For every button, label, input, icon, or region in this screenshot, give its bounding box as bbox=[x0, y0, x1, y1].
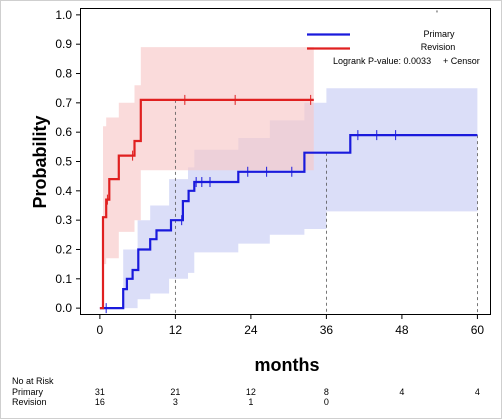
at-risk-value-revision-12: 3 bbox=[173, 397, 178, 407]
x-tick-label-0: 0 bbox=[97, 323, 104, 337]
x-tick-label-12: 12 bbox=[169, 323, 183, 337]
at-risk-value-primary-48: 4 bbox=[399, 387, 404, 397]
at-risk-value-primary-12: 21 bbox=[170, 387, 180, 397]
legend-censor-text: + Censor bbox=[443, 56, 480, 66]
y-tick-label-0-2: 0.2 bbox=[55, 242, 72, 256]
curve-primary bbox=[99, 134, 478, 310]
y-tick-label-0-6: 0.6 bbox=[55, 125, 72, 139]
y-tick-label-0-0: 0.0 bbox=[55, 301, 72, 315]
y-tick-label-0-1: 0.1 bbox=[55, 272, 72, 286]
legend-censor-mark: ' bbox=[436, 9, 438, 19]
reference-lines bbox=[174, 99, 478, 314]
x-tick-label-60: 60 bbox=[471, 323, 485, 337]
at-risk-label-primary: Primary bbox=[12, 387, 43, 397]
x-axis-title: months bbox=[255, 355, 320, 375]
legend-logrank-text: Logrank P-value: 0.0033 bbox=[333, 56, 431, 66]
x-tick-label-36: 36 bbox=[320, 323, 334, 337]
y-tick-label-0-3: 0.3 bbox=[55, 213, 72, 227]
x-tick-label-48: 48 bbox=[395, 323, 409, 337]
y-axis: 0.0 0.1 0.2 0.3 0.4 0.5 0.6 0.7 0.8 0.9 1.0 bbox=[55, 8, 81, 315]
at-risk-table: No at Risk Primary Revision 31 21 12 8 4 416 3… bbox=[12, 376, 480, 407]
curve-revision bbox=[99, 98, 314, 310]
at-risk-value-primary-36: 8 bbox=[324, 387, 329, 397]
x-axis: 0 12 24 36 48 60 bbox=[97, 314, 485, 337]
at-risk-value-primary-0: 31 bbox=[95, 387, 105, 397]
y-tick-label-0-8: 0.8 bbox=[55, 67, 72, 81]
at-risk-title: No at Risk bbox=[12, 376, 54, 386]
at-risk-value-primary-24: 12 bbox=[246, 387, 256, 397]
y-tick-label-0-5: 0.5 bbox=[55, 155, 72, 169]
at-risk-label-revision: Revision bbox=[12, 397, 47, 407]
ci-band-revision bbox=[99, 47, 314, 309]
confidence-bands bbox=[99, 47, 478, 309]
legend-label-primary: Primary bbox=[424, 29, 455, 39]
y-tick-label-0-4: 0.4 bbox=[55, 184, 72, 198]
at-risk-value-revision-24: 1 bbox=[248, 397, 253, 407]
y-tick-label-0-9: 0.9 bbox=[55, 37, 72, 51]
at-risk-value-revision-36: 0 bbox=[324, 397, 329, 407]
x-tick-label-24: 24 bbox=[244, 323, 258, 337]
y-tick-label-0-7: 0.7 bbox=[55, 96, 72, 110]
y-axis-title: Probability bbox=[30, 115, 50, 208]
censor-marks bbox=[105, 94, 397, 314]
survival-curves bbox=[99, 98, 478, 310]
at-risk-value-revision-0: 16 bbox=[95, 397, 105, 407]
ci-band-primary bbox=[99, 88, 478, 309]
legend: ' Primary Revision Logrank P-value: 0.00… bbox=[307, 9, 480, 66]
legend-label-revision: Revision bbox=[421, 42, 456, 52]
at-risk-value-primary-60: 4 bbox=[475, 387, 480, 397]
y-tick-label-1-0: 1.0 bbox=[55, 8, 72, 22]
